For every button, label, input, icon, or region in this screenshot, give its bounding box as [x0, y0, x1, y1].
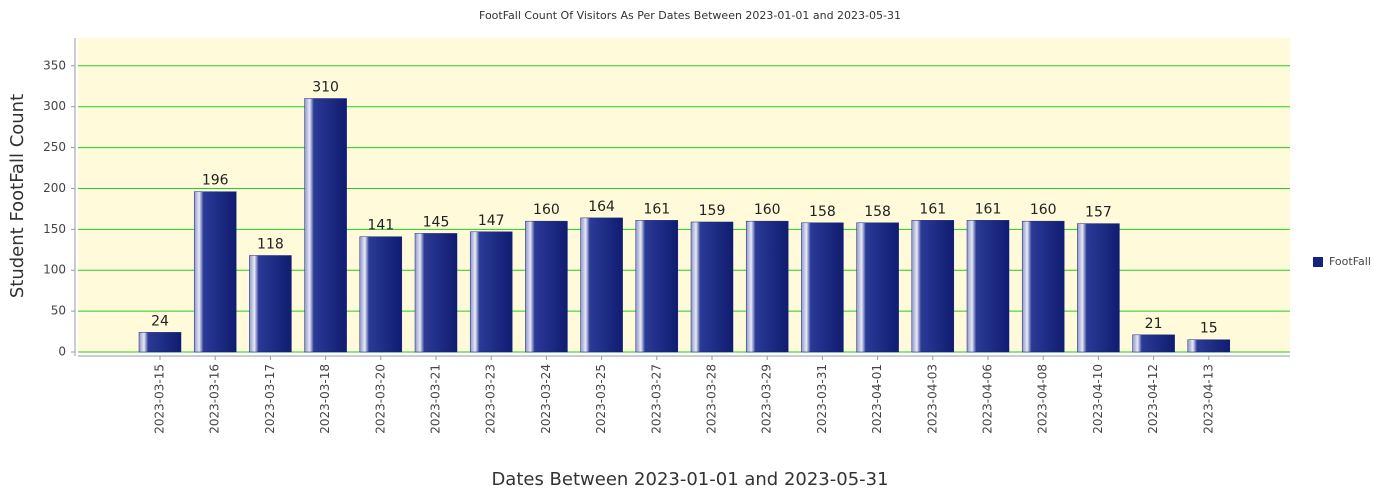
- x-tick-label: 2023-03-23: [484, 364, 498, 434]
- x-tick-label: 2023-04-10: [1091, 364, 1105, 434]
- y-tick-label: 300: [43, 99, 66, 113]
- bar: [1021, 220, 1065, 353]
- bar: [1077, 223, 1120, 353]
- x-tick-label: 2023-04-06: [981, 364, 995, 434]
- y-tick-label: 250: [43, 140, 66, 154]
- data-label: 161: [919, 201, 946, 217]
- bar: [911, 220, 955, 353]
- y-tick-label: 200: [43, 181, 66, 195]
- x-tick-label: 2023-03-31: [815, 364, 829, 434]
- y-tick-label: 350: [43, 58, 66, 72]
- bar: [193, 191, 237, 353]
- bar: [414, 233, 458, 353]
- x-axis-label: Dates Between 2023-01-01 and 2023-05-31: [491, 469, 888, 490]
- data-label: 164: [588, 199, 615, 215]
- bar: [359, 236, 403, 353]
- bar: [801, 222, 844, 353]
- bar: [745, 220, 789, 353]
- x-tick-label: 2023-03-20: [373, 364, 387, 434]
- y-axis-label: Student FootFall Count: [7, 94, 28, 298]
- x-tick-label: 2023-04-12: [1146, 364, 1160, 434]
- bar: [1132, 334, 1175, 353]
- bar: [525, 220, 568, 353]
- data-label: 147: [478, 213, 505, 229]
- x-tick-label: 2023-03-17: [263, 364, 277, 434]
- data-label: 21: [1145, 316, 1163, 332]
- x-tick-label: 2023-04-01: [870, 364, 884, 434]
- data-label: 310: [312, 80, 339, 96]
- x-tick-label: 2023-03-21: [429, 364, 443, 434]
- chart-title: FootFall Count Of Visitors As Per Dates …: [479, 9, 901, 22]
- data-label: 24: [151, 313, 169, 329]
- bar: [469, 231, 513, 353]
- x-tick-label: 2023-04-08: [1036, 364, 1050, 434]
- x-tick-label: 2023-03-15: [153, 364, 167, 434]
- x-tick-label: 2023-04-03: [925, 364, 939, 434]
- bar: [856, 222, 899, 353]
- data-label: 161: [643, 201, 670, 217]
- data-label: 160: [1030, 202, 1057, 218]
- x-tick-label: 2023-04-13: [1201, 364, 1215, 434]
- data-label: 145: [423, 214, 450, 230]
- data-label: 157: [1085, 205, 1112, 221]
- bar: [138, 332, 182, 353]
- x-tick-label: 2023-03-18: [318, 364, 332, 434]
- x-tick-label: 2023-03-28: [705, 364, 719, 434]
- data-label: 160: [533, 202, 560, 218]
- data-label: 118: [257, 237, 284, 253]
- bar: [249, 255, 292, 353]
- x-tick-label: 2023-03-29: [760, 364, 774, 434]
- bar: [580, 217, 623, 353]
- data-label: 161: [975, 201, 1002, 217]
- data-label: 160: [754, 202, 781, 218]
- y-tick-label: 50: [51, 304, 66, 318]
- data-label: 159: [699, 203, 726, 219]
- x-tick-label: 2023-03-24: [539, 364, 553, 434]
- bar: [304, 98, 347, 353]
- data-label: 141: [367, 218, 394, 234]
- y-tick-label: 0: [58, 345, 66, 359]
- x-tick-label: 2023-03-25: [594, 364, 608, 434]
- data-label: 15: [1200, 321, 1218, 337]
- y-tick-label: 150: [43, 222, 66, 236]
- bar: [966, 220, 1010, 353]
- legend-label: FootFall: [1329, 255, 1371, 268]
- bar: [635, 220, 679, 353]
- data-label: 196: [202, 173, 229, 189]
- data-label: 158: [809, 204, 836, 220]
- legend-swatch: [1313, 257, 1323, 267]
- x-tick-label: 2023-03-16: [208, 364, 222, 434]
- x-tick-label: 2023-03-27: [649, 364, 663, 434]
- y-tick-label: 100: [43, 263, 66, 277]
- bar: [1187, 339, 1231, 353]
- bar: [690, 221, 734, 353]
- data-label: 158: [864, 204, 891, 220]
